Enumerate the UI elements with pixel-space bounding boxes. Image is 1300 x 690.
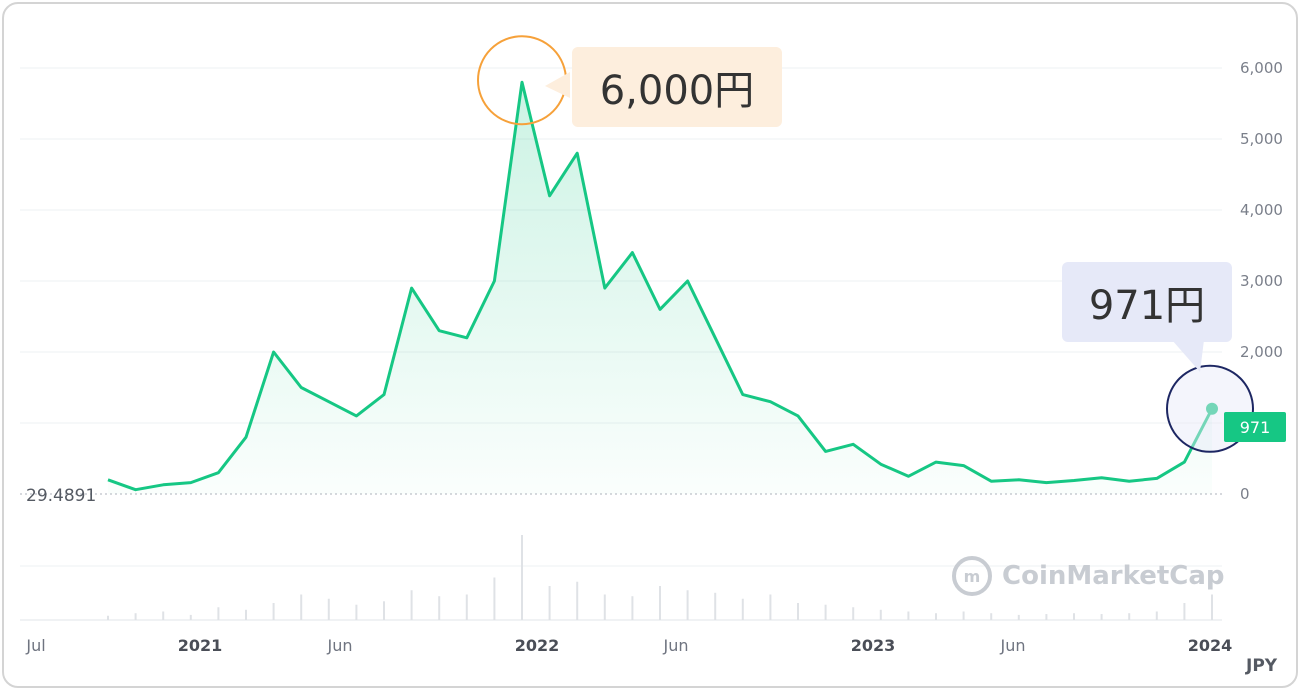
volume-bar xyxy=(1100,614,1103,620)
x-tick-label: Jun xyxy=(663,636,689,655)
y-tick-label: 0 xyxy=(1240,485,1250,503)
volume-bar xyxy=(189,614,192,620)
current-callout-pointer xyxy=(1172,340,1204,372)
volume-bar xyxy=(548,586,551,620)
volume-bar xyxy=(521,535,523,620)
coinmarketcap-watermark: m CoinMarketCap xyxy=(952,556,1225,596)
x-tick-label: 2022 xyxy=(515,636,560,655)
current-price-tag: 971 xyxy=(1224,412,1286,442)
x-tick-label: 2023 xyxy=(851,636,896,655)
peak-price-callout: 6,000円 xyxy=(572,47,782,127)
volume-bar xyxy=(327,598,330,620)
y-tick-label: 2,000 xyxy=(1240,343,1283,361)
volume-bar xyxy=(355,604,358,620)
volume-bar xyxy=(134,613,137,620)
current-price-dot xyxy=(1206,402,1218,415)
volume-bar xyxy=(1128,613,1131,620)
peak-callout-pointer xyxy=(545,72,570,98)
volume-bar xyxy=(631,596,634,620)
coinmarketcap-logo-icon: m xyxy=(952,556,992,596)
x-tick-label: Jul xyxy=(25,636,45,655)
volume-bar xyxy=(300,594,303,620)
watermark-text: CoinMarketCap xyxy=(1002,561,1225,591)
price-area-fill xyxy=(108,82,1212,494)
volume-bar xyxy=(576,581,579,620)
y-tick-label: 4,000 xyxy=(1240,201,1283,219)
volume-bar xyxy=(907,611,910,620)
x-tick-label: Jun xyxy=(327,636,353,655)
y-tick-label: 6,000 xyxy=(1240,59,1283,77)
volume-bar xyxy=(741,598,744,620)
volume-bar xyxy=(962,611,965,620)
y-tick-label: 3,000 xyxy=(1240,272,1283,290)
volume-bar xyxy=(1073,613,1075,620)
volume-bar xyxy=(935,613,937,620)
volume-bar xyxy=(272,603,275,620)
volume-bar xyxy=(1155,611,1158,620)
volume-bar xyxy=(1183,603,1186,620)
volume-bar xyxy=(797,603,799,620)
volume-bar xyxy=(852,607,855,620)
volume-bar xyxy=(990,613,993,620)
x-tick-label: Jun xyxy=(1000,636,1026,655)
y-tick-label: 5,000 xyxy=(1240,130,1283,148)
x-tick-label: 2024 xyxy=(1188,636,1233,655)
volume-bar xyxy=(493,577,496,620)
volume-bar xyxy=(603,594,606,620)
volume-bar xyxy=(383,601,385,620)
volume-bar xyxy=(714,592,717,620)
x-tick-label: 2021 xyxy=(178,636,223,655)
volume-bar xyxy=(107,615,109,620)
volume-bar xyxy=(686,590,689,620)
volume-bar xyxy=(824,604,827,620)
volume-bar xyxy=(879,609,882,620)
volume-bar xyxy=(438,596,441,620)
volume-bar xyxy=(659,586,661,620)
volume-bar xyxy=(162,611,165,620)
volume-bar xyxy=(245,609,247,620)
current-price-callout: 971円 xyxy=(1062,262,1232,342)
min-price-label: 29.4891 xyxy=(26,486,97,506)
currency-label: JPY xyxy=(1246,656,1278,676)
volume-bar xyxy=(1017,614,1020,620)
volume-bar xyxy=(1211,594,1213,620)
volume-bar xyxy=(465,594,468,620)
volume-bar xyxy=(217,607,220,620)
volume-bar xyxy=(769,594,772,620)
volume-bar xyxy=(410,590,413,620)
volume-bar xyxy=(1045,614,1048,620)
